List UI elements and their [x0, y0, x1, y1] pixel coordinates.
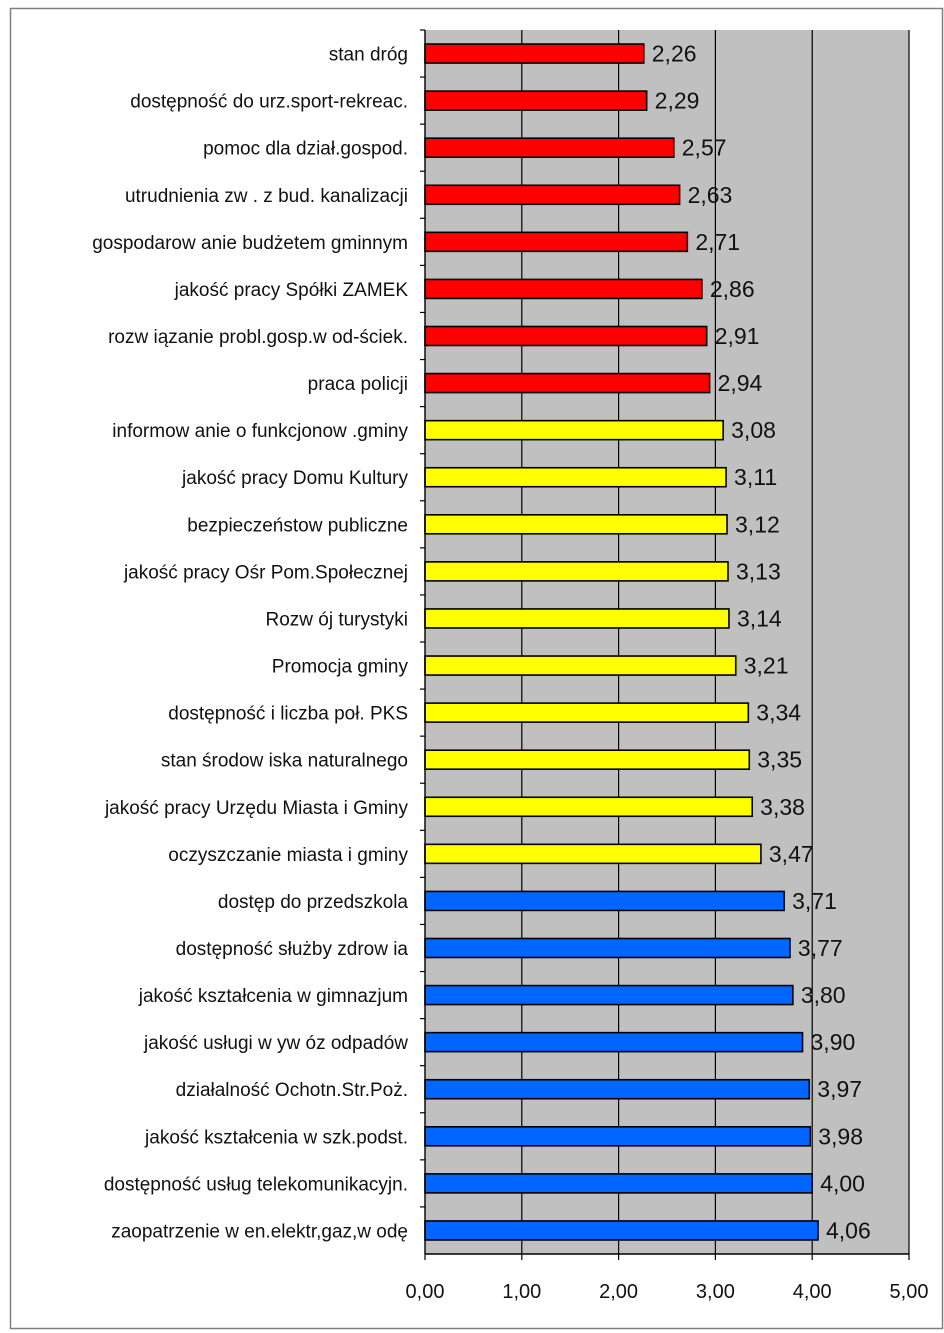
- bars: [424, 43, 819, 1241]
- value-label: 2,91: [715, 323, 760, 349]
- value-label: 3,71: [792, 888, 837, 914]
- value-label: 2,86: [710, 276, 755, 302]
- bar: [424, 890, 785, 912]
- bar: [424, 1126, 812, 1147]
- bar: [424, 231, 689, 253]
- category-label: Promocja gminy: [272, 657, 409, 678]
- value-label: 3,35: [757, 747, 802, 773]
- category-label: stan dróg: [329, 45, 408, 66]
- bar: [424, 1031, 804, 1053]
- category-label: gospodarow anie budżetem gminnym: [92, 233, 408, 254]
- category-label: jakość pracy Urzędu Miasta i Gminy: [104, 798, 409, 819]
- bar: [424, 1173, 814, 1194]
- category-label: jakość pracy Ośr Pom.Społecznej: [123, 562, 408, 583]
- category-label: jakość kształcenia w gimnazjum: [138, 986, 408, 1007]
- value-label: 2,57: [682, 135, 727, 161]
- category-label: jakość pracy Spółki ZAMEK: [174, 280, 409, 301]
- bar: [424, 137, 675, 158]
- value-label: 3,38: [760, 794, 805, 820]
- value-label: 2,94: [718, 370, 763, 396]
- bar: [424, 702, 750, 723]
- bar: [424, 419, 724, 441]
- category-label: dostępność i liczba poł. PKS: [168, 704, 408, 725]
- bar: [424, 984, 794, 1006]
- bar: [424, 937, 791, 959]
- value-label: 2,29: [655, 88, 700, 114]
- value-label: 3,13: [736, 558, 781, 584]
- value-label: 3,77: [798, 935, 843, 961]
- bar: [424, 561, 729, 582]
- x-axis: 0,00 1,00 2,00 3,00 4,00 5,00: [406, 29, 929, 1303]
- value-label: 3,11: [734, 464, 777, 490]
- bar: [424, 843, 762, 865]
- bar: [424, 325, 708, 347]
- value-label: 3,21: [744, 653, 789, 679]
- value-label: 2,63: [688, 182, 733, 208]
- bar: [424, 466, 727, 488]
- x-tick-label: 5,00: [890, 1281, 929, 1303]
- category-label: stan środow iska naturalnego: [161, 751, 408, 772]
- value-labels: 2,26 2,29 2,57 2,63 2,71 2,86 2,91 2,94 3,08 3,11…: [652, 41, 871, 1244]
- bar: [424, 184, 681, 206]
- category-label: bezpieczeństow publiczne: [187, 515, 408, 536]
- category-label: Rozw ój turystyki: [265, 609, 408, 630]
- x-tick-label: 2,00: [599, 1281, 638, 1303]
- x-tick-label: 1,00: [502, 1281, 541, 1303]
- category-label: jakość kształcenia w szk.podst.: [144, 1127, 408, 1148]
- bar: [424, 749, 751, 770]
- bar: [424, 90, 648, 111]
- bar: [424, 1220, 819, 1241]
- bar: [424, 43, 645, 64]
- value-label: 4,00: [820, 1170, 865, 1196]
- value-label: 2,26: [652, 41, 697, 67]
- value-label: 3,34: [756, 700, 801, 726]
- value-label: 3,12: [735, 511, 780, 537]
- value-label: 3,08: [731, 417, 776, 443]
- category-label: praca policji: [308, 374, 408, 395]
- value-label: 3,98: [818, 1123, 863, 1149]
- category-label: oczyszczanie miasta i gminy: [168, 845, 408, 866]
- bar: [424, 514, 728, 535]
- category-label: zaopatrzenie w en.elektr,gaz,w odę: [111, 1221, 408, 1242]
- category-label: dostęp do przedszkola: [218, 892, 409, 913]
- bar: [424, 278, 703, 300]
- category-label: informow anie o funkcjonow .gminy: [112, 421, 408, 442]
- category-label: działalność Ochotn.Str.Poż.: [176, 1080, 408, 1101]
- category-label: utrudnienia zw . z bud. kanalizacji: [125, 186, 408, 207]
- category-label: pomoc dla dział.gospod.: [203, 139, 408, 160]
- category-labels: stan dróg dostępność do urz.sport-rekreac…: [92, 45, 408, 1243]
- category-label: rozw iązanie probl.gosp.w od-ściek.: [108, 327, 408, 348]
- value-label: 3,97: [817, 1076, 862, 1102]
- value-label: 3,47: [769, 841, 814, 867]
- category-label: jakość usługi w yw óz odpadów: [143, 1033, 408, 1054]
- value-label: 3,14: [737, 605, 782, 631]
- bar: [424, 796, 753, 818]
- plot-area: [425, 30, 909, 1254]
- bar: [424, 372, 711, 394]
- category-label: dostępność do urz.sport-rekreac.: [130, 92, 408, 113]
- value-label: 2,71: [695, 229, 740, 255]
- x-tick-label: 0,00: [406, 1281, 445, 1303]
- bar: [424, 608, 730, 629]
- value-label: 4,06: [826, 1217, 871, 1243]
- x-tick-label: 3,00: [696, 1281, 735, 1303]
- value-label: 3,80: [801, 982, 846, 1008]
- category-label: jakość pracy Domu Kultury: [181, 468, 408, 489]
- bar: [424, 1078, 811, 1100]
- bar: [424, 655, 737, 676]
- category-label: dostępność usług telekomunikacyjn.: [104, 1174, 408, 1195]
- value-label: 3,90: [811, 1029, 856, 1055]
- category-label: dostępność służby zdrow ia: [176, 939, 409, 960]
- x-tick-label: 4,00: [793, 1281, 832, 1303]
